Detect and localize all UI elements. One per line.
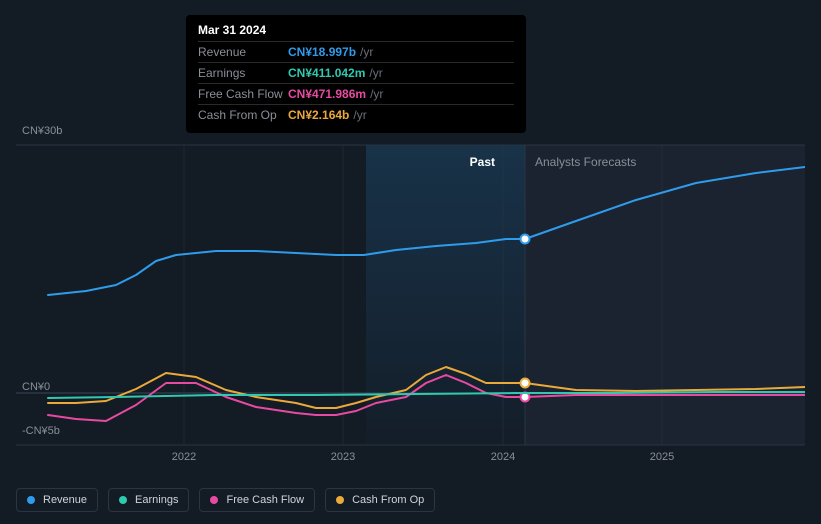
tooltip-metric-value: CN¥471.986m — [288, 87, 366, 101]
tooltip-row: Cash From OpCN¥2.164b/yr — [198, 104, 514, 125]
legend-item-cash-from-op[interactable]: Cash From Op — [325, 488, 435, 512]
tooltip-row: EarningsCN¥411.042m/yr — [198, 62, 514, 83]
tooltip-metric-value: CN¥2.164b — [288, 108, 349, 122]
legend-item-revenue[interactable]: Revenue — [16, 488, 98, 512]
legend-dot-icon — [210, 496, 218, 504]
tooltip-metric-suffix: /yr — [370, 87, 383, 101]
y-axis-label: CN¥0 — [22, 381, 50, 393]
chart-legend: Revenue Earnings Free Cash Flow Cash From O… — [16, 488, 435, 512]
legend-label: Revenue — [43, 494, 87, 506]
tooltip-metric-value: CN¥18.997b — [288, 45, 356, 59]
tooltip-metric-label: Free Cash Flow — [198, 87, 288, 101]
legend-dot-icon — [336, 496, 344, 504]
x-axis-label: 2025 — [650, 451, 674, 463]
tooltip-metric-value: CN¥411.042m — [288, 66, 365, 80]
x-axis-label: 2022 — [172, 451, 196, 463]
tooltip-metric-suffix: /yr — [353, 108, 366, 122]
tooltip-metric-label: Revenue — [198, 45, 288, 59]
tooltip-date: Mar 31 2024 — [198, 23, 514, 41]
tooltip-row: Free Cash FlowCN¥471.986m/yr — [198, 83, 514, 104]
y-axis-label: -CN¥5b — [22, 425, 60, 437]
tooltip-metric-label: Earnings — [198, 66, 288, 80]
tooltip-row: RevenueCN¥18.997b/yr — [198, 41, 514, 62]
legend-label: Cash From Op — [352, 494, 424, 506]
legend-dot-icon — [119, 496, 127, 504]
legend-item-free-cash-flow[interactable]: Free Cash Flow — [199, 488, 315, 512]
region-label-forecast: Analysts Forecasts — [535, 155, 636, 169]
tooltip-metric-label: Cash From Op — [198, 108, 288, 122]
region-label-past: Past — [470, 155, 495, 169]
chart-svg — [16, 125, 805, 475]
x-axis-label: 2024 — [491, 451, 515, 463]
legend-label: Earnings — [135, 494, 178, 506]
tooltip-metric-suffix: /yr — [360, 45, 373, 59]
earnings-chart[interactable]: CN¥30b CN¥0 -CN¥5b 2022 2023 2024 2025 Past An… — [16, 125, 805, 474]
chart-tooltip: Mar 31 2024 RevenueCN¥18.997b/yrEarnings… — [186, 15, 526, 133]
marker-cash-from-op — [521, 379, 530, 388]
legend-label: Free Cash Flow — [226, 494, 304, 506]
legend-dot-icon — [27, 496, 35, 504]
tooltip-metric-suffix: /yr — [369, 66, 382, 80]
x-axis-label: 2023 — [331, 451, 355, 463]
y-axis-label: CN¥30b — [22, 125, 62, 137]
legend-item-earnings[interactable]: Earnings — [108, 488, 189, 512]
marker-revenue — [521, 235, 530, 244]
